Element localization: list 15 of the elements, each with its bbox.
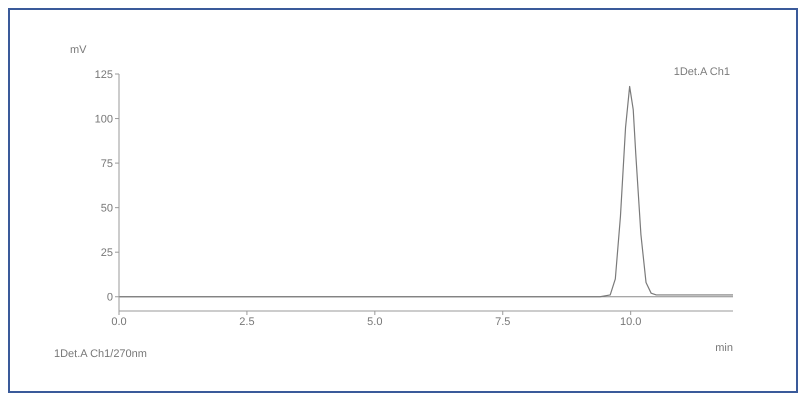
x-tick-label: 0.0 bbox=[111, 316, 127, 328]
y-tick-label: 50 bbox=[100, 202, 113, 215]
y-tick-label: 125 bbox=[94, 68, 113, 81]
y-axis-title: mV bbox=[70, 44, 86, 56]
x-axis-title: min bbox=[715, 342, 733, 354]
x-tick-label: 2.5 bbox=[239, 316, 255, 328]
x-tick-label: 10.0 bbox=[620, 316, 642, 328]
y-tick-label: 25 bbox=[100, 247, 113, 260]
text: 1Det.A Ch1/270nm bbox=[54, 348, 147, 360]
text: 1Det.A Ch1 bbox=[674, 66, 730, 78]
y-tick-label: 75 bbox=[100, 158, 113, 170]
y-tick-label: 100 bbox=[94, 113, 113, 126]
x-tick-label: 5.0 bbox=[367, 316, 382, 328]
y-tick-label: 0 bbox=[106, 292, 113, 304]
x-tick-label: 7.5 bbox=[495, 316, 510, 328]
